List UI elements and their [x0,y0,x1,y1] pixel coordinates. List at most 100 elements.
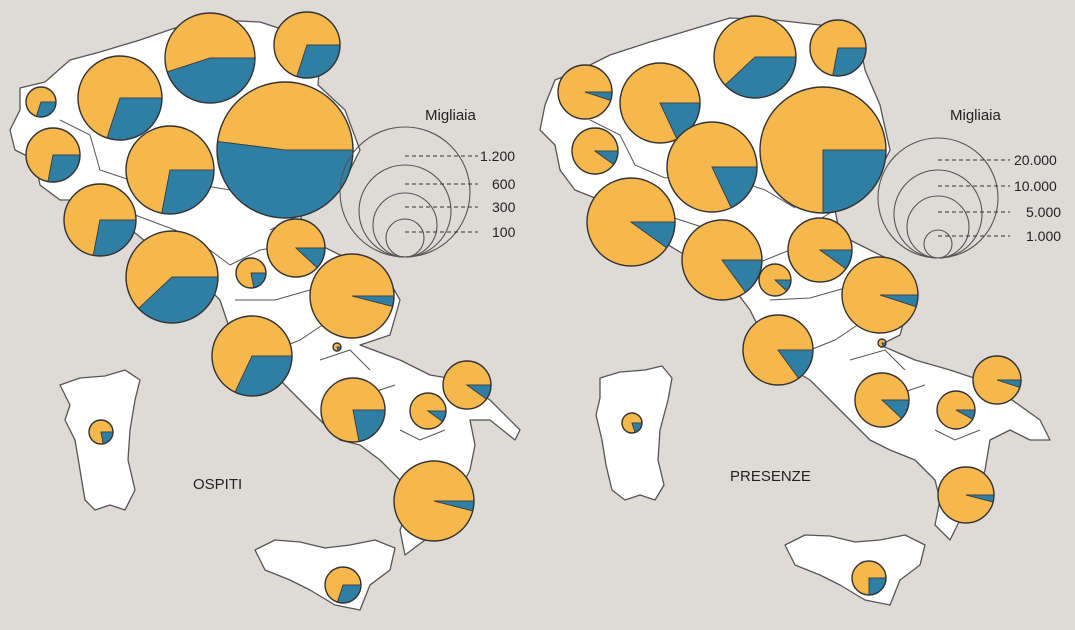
pie-outline [758,263,792,297]
legend-circle-4 [923,229,953,259]
pies-presenze [557,15,1022,596]
legend-circle-3 [372,192,438,258]
pie-outline [586,177,676,267]
map-ospiti: Migliaia 1.200 600 300 100 OSPITI [9,11,521,611]
region-pie [88,419,114,445]
legend-label-2: 600 [492,176,516,192]
legend-label-3: 300 [492,199,516,215]
map-presenze: Migliaia 20.000 10.000 5.000 1.000 PRESE… [539,15,1061,606]
pie-outline [681,219,763,301]
legend-circle-1 [339,126,471,258]
legend-label-2: 10.000 [1014,178,1057,194]
pie-outline [409,392,447,430]
region-pie [442,360,492,410]
pie-outline [164,12,256,104]
region-pie [324,566,362,604]
legend-heading: Migliaia [950,107,1002,124]
pies-ospiti [25,11,492,604]
pie-outline [571,127,619,175]
pie-outline [936,390,976,430]
pie-outline [125,230,219,324]
pie-outline [88,419,114,445]
region-pie [742,314,814,386]
pie-outline [666,121,758,213]
region-pie [557,64,613,120]
pie-outline [809,19,867,77]
legend-label-4: 100 [492,224,516,240]
region-pie [266,218,326,278]
pie-outline [77,55,163,141]
region-pie [619,62,701,144]
region-pie [393,460,475,542]
pie-outline [713,15,797,99]
region-pie [235,257,267,289]
legend-circle-3 [906,195,970,259]
region-pie [211,315,293,397]
region-pie [332,342,342,352]
legend-circle-4 [385,218,425,258]
pie-outline [266,218,326,278]
pie-outline [63,183,137,257]
pie-outline [211,315,293,397]
pie-outline [324,566,362,604]
pie-outline [937,466,995,524]
region-pie [841,256,919,334]
pie-outline [621,412,643,434]
legend-circle-2 [358,164,452,258]
region-pie [320,377,386,443]
pie-outline [332,342,342,352]
region-pie [25,127,81,183]
region-pie [972,355,1022,405]
region-pie [571,127,619,175]
region-pie [681,219,763,301]
region-pie [273,11,341,79]
region-pie [125,230,219,324]
pie-outline [235,257,267,289]
map-title-presenze: PRESENZE [730,468,811,485]
pie-outline [619,62,701,144]
region-pie [125,125,215,215]
region-pie [713,15,797,99]
pie-outline [393,460,475,542]
pie-outline [787,217,853,283]
region-pie [216,81,354,219]
pie-outline [442,360,492,410]
legend-presenze: Migliaia 20.000 10.000 5.000 1.000 [877,107,1061,259]
legend-ospiti: Migliaia 1.200 600 300 100 [339,107,516,258]
region-pie [809,19,867,77]
legend-circle-2 [893,169,983,259]
legend-heading: Migliaia [425,107,477,124]
region-pie [309,253,395,339]
region-pie [936,390,976,430]
pie-outline [877,338,887,348]
region-pie [409,392,447,430]
region-pie [758,263,792,297]
sicily-shape [254,539,396,611]
pie-outline [742,314,814,386]
region-pie [759,86,887,214]
pie-outline [25,86,57,118]
foreign-share-slice [92,219,137,257]
pie-outline [759,86,887,214]
region-pie [854,372,910,428]
pie-outline [125,125,215,215]
region-pie [164,12,256,104]
region-pie [25,86,57,118]
legend-circle-1 [877,137,999,259]
region-pie [851,560,887,596]
region-pie [77,55,163,141]
pie-outline [309,253,395,339]
legend-label-4: 1.000 [1026,228,1061,244]
foreign-share-slice [822,149,887,214]
pie-outline [320,377,386,443]
pie-outline [557,64,613,120]
legend-label-1: 1.200 [480,148,515,164]
legend-label-3: 5.000 [1026,204,1061,220]
region-pie [666,121,758,213]
pie-outline [841,256,919,334]
pie-outline [851,560,887,596]
region-pie [586,177,676,267]
pie-outline [216,81,354,219]
pie-outline [854,372,910,428]
